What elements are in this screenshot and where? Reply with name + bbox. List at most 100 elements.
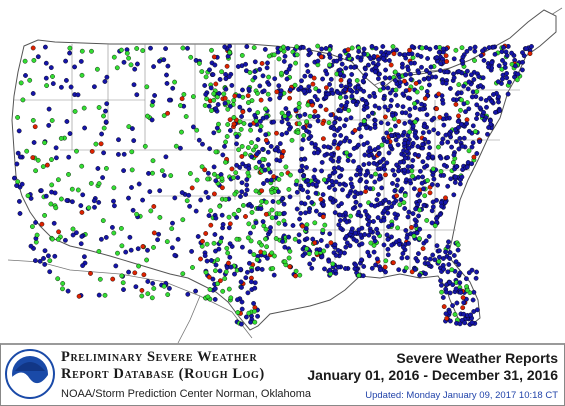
report-dot <box>239 53 245 58</box>
report-dot <box>46 123 52 128</box>
report-dot <box>56 229 61 235</box>
report-dot <box>312 109 318 114</box>
report-dot <box>408 71 413 77</box>
report-dot <box>271 272 277 278</box>
report-dot <box>307 113 313 119</box>
report-dot <box>179 96 185 102</box>
report-dot <box>194 127 200 133</box>
report-dot <box>166 285 172 291</box>
report-dot <box>234 236 240 242</box>
report-dot <box>306 84 312 90</box>
report-dot <box>447 318 453 324</box>
report-dot <box>439 140 445 146</box>
report-dot <box>520 67 525 73</box>
report-dot <box>495 79 501 85</box>
report-dot <box>151 204 157 209</box>
report-dot <box>75 187 81 193</box>
report-dot <box>277 141 283 147</box>
report-dot <box>299 146 305 152</box>
report-dot <box>263 226 269 232</box>
report-dot <box>43 44 48 50</box>
report-dot <box>466 79 472 85</box>
report-dot <box>260 73 266 79</box>
report-dot <box>211 54 217 60</box>
report-dot <box>67 45 73 51</box>
report-dot <box>445 139 451 145</box>
report-dot <box>443 81 449 86</box>
report-dot <box>436 91 442 97</box>
report-dot <box>469 161 474 167</box>
report-dot <box>47 269 53 275</box>
report-dot <box>80 263 86 268</box>
report-dot <box>395 142 401 148</box>
report-dot <box>164 72 169 78</box>
report-dot <box>314 97 320 103</box>
report-dot <box>415 251 421 257</box>
report-dot <box>190 94 196 100</box>
report-dot <box>395 177 401 183</box>
report-dot <box>403 72 408 78</box>
report-dot <box>305 195 311 200</box>
report-dot <box>478 53 484 58</box>
report-dot <box>82 254 87 260</box>
report-dot <box>421 76 427 82</box>
report-dot <box>296 239 302 245</box>
report-dot <box>268 143 274 149</box>
report-dot <box>387 143 393 149</box>
report-dot <box>223 86 229 92</box>
report-dot <box>180 217 186 223</box>
report-dot <box>227 50 233 56</box>
report-dot <box>405 164 411 170</box>
report-dot <box>455 90 461 96</box>
report-dot <box>17 211 23 216</box>
report-dot <box>413 81 419 86</box>
report-dot <box>307 261 313 267</box>
report-dot <box>187 171 193 176</box>
report-dot <box>427 145 433 151</box>
report-dot <box>458 289 464 295</box>
report-dot <box>136 181 142 187</box>
report-dot <box>139 293 145 299</box>
report-dot <box>225 106 231 112</box>
report-dot <box>374 256 380 262</box>
report-dot <box>319 46 324 52</box>
report-dot <box>264 255 270 261</box>
report-dot <box>303 226 309 232</box>
report-dot <box>390 113 395 118</box>
report-dot <box>382 104 388 110</box>
report-dot <box>474 269 479 275</box>
report-dot <box>48 201 54 207</box>
report-dot <box>297 272 303 278</box>
report-dot <box>211 91 217 97</box>
report-dot <box>161 57 167 63</box>
report-dot <box>216 91 222 96</box>
report-dot <box>177 103 183 108</box>
report-dot <box>454 164 460 170</box>
report-dot <box>361 51 367 57</box>
report-dot <box>375 215 381 221</box>
report-dot <box>443 132 449 138</box>
report-dot <box>284 76 290 82</box>
report-dot <box>361 118 367 124</box>
report-dot <box>224 63 230 69</box>
report-dot <box>332 210 338 216</box>
report-dot <box>283 164 289 170</box>
report-dot <box>145 291 151 297</box>
report-dot <box>356 164 362 170</box>
report-dot <box>412 133 418 139</box>
report-dot <box>421 186 426 192</box>
report-dot <box>325 144 331 150</box>
report-dot <box>14 183 20 189</box>
report-dot <box>30 118 36 123</box>
report-dot <box>458 107 463 113</box>
report-dot <box>451 152 457 158</box>
report-dot <box>505 91 511 97</box>
report-dot <box>299 200 304 206</box>
report-dot <box>372 118 378 123</box>
report-dot <box>264 177 270 183</box>
report-dot <box>468 312 473 318</box>
report-dot <box>385 246 391 252</box>
report-dot <box>436 49 442 55</box>
report-dot <box>385 252 391 258</box>
report-dot <box>69 186 75 192</box>
